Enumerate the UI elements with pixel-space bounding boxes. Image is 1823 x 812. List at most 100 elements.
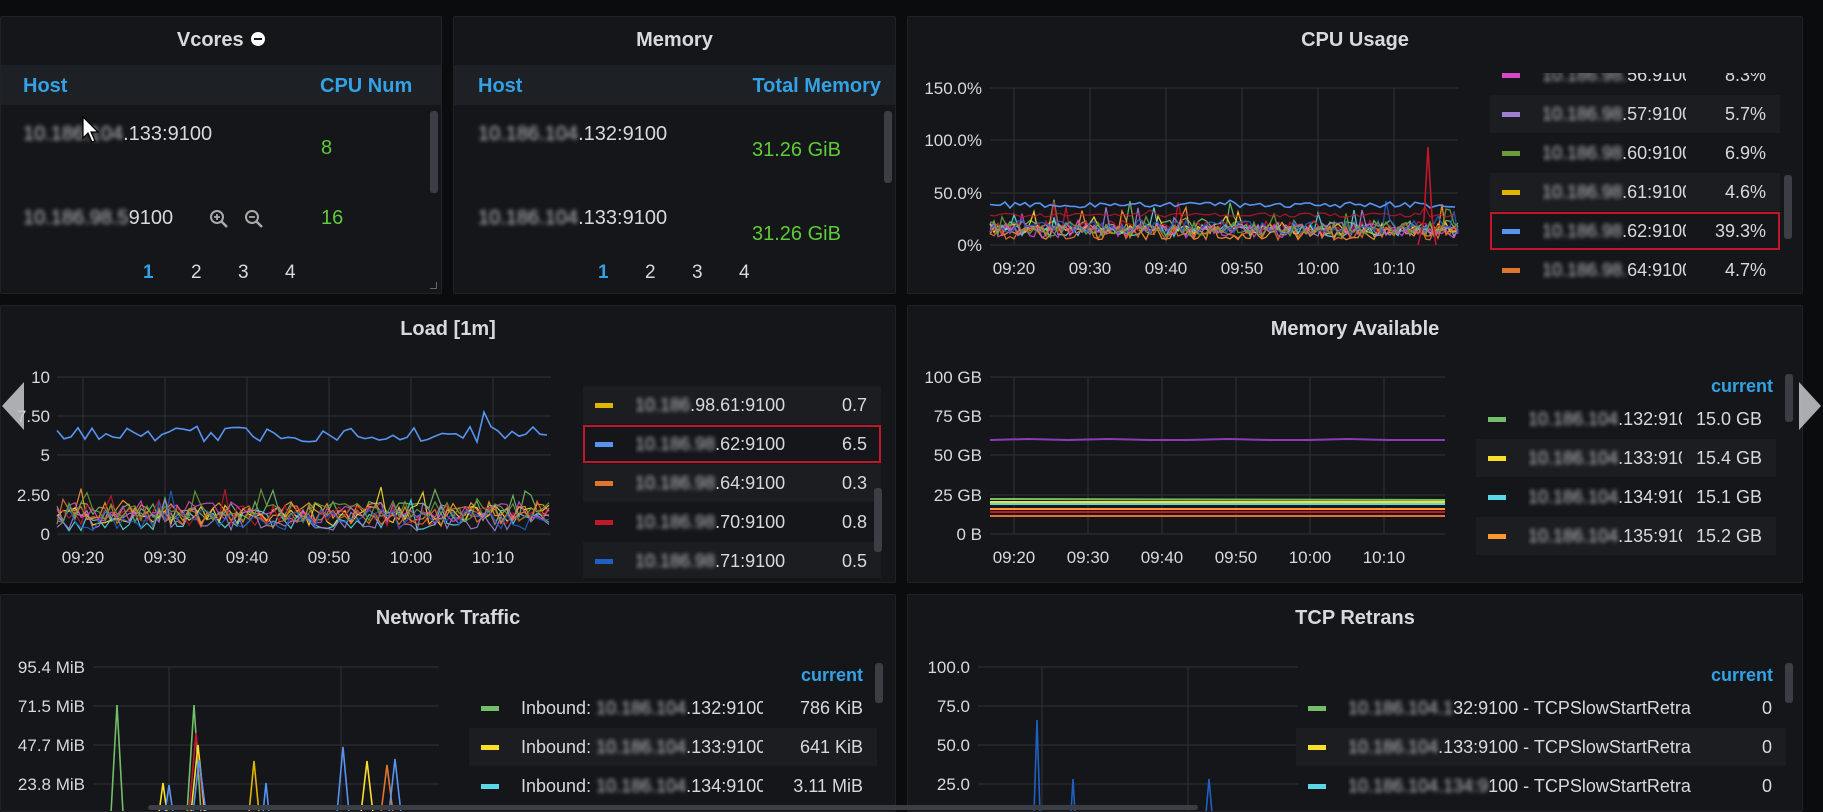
host-masked: 10.186.98 — [635, 433, 716, 454]
host-masked: 10.186.104 — [478, 123, 579, 145]
legend-item[interactable]: Inbound: 10.186.104.134:9100 3.11 MiB — [469, 767, 877, 805]
series-line — [360, 760, 374, 811]
page-link-2[interactable]: 2 — [191, 262, 202, 283]
y-tick-label: 25 GB — [934, 486, 982, 505]
column-header-cpu-num[interactable]: CPU Num — [320, 75, 413, 97]
legend-item[interactable]: 10.186.98.70:9100 0.8 — [583, 503, 881, 541]
network-traffic-graph[interactable]: 95.4 MiB 71.5 MiB 47.7 MiB 23.8 MiB — [1, 595, 451, 812]
series-line — [388, 758, 402, 811]
x-tick-label: 09:30 — [1069, 259, 1112, 278]
legend-scrollbar[interactable] — [875, 663, 883, 703]
legend-item[interactable]: 10.186.104.134:9100 15.1 GB — [1476, 478, 1776, 516]
resize-handle[interactable] — [430, 282, 437, 289]
legend-item[interactable]: 10.186.98.71:9100 0.5 — [583, 542, 881, 578]
legend-item-value: 6.9% — [1724, 142, 1766, 163]
legend-item[interactable]: 10.186.104.133:9100 15.4 GB — [1476, 439, 1776, 477]
panel-title[interactable]: CPU Usage — [1301, 29, 1409, 51]
legend-item[interactable]: 10.186.104.132:9100 15.0 GB — [1476, 400, 1776, 438]
legend-item[interactable]: 10.186.98.64:9100 4.7% — [1490, 251, 1780, 289]
panel-title[interactable]: Load [1m] — [400, 318, 496, 340]
legend-item-value: 0.8 — [841, 511, 867, 532]
y-tick-label: 50.0 — [937, 736, 970, 755]
series-line — [989, 498, 1446, 501]
page-link-4[interactable]: 4 — [285, 262, 296, 283]
column-header-total-memory[interactable]: Total Memory — [752, 75, 881, 97]
y-tick-label: 0% — [957, 236, 982, 255]
legend-item[interactable]: 10.186.104.132:9100 - TCPSlowStartRetran… — [1296, 689, 1786, 727]
legend-item[interactable]: 10.186.104.134:9100 - TCPSlowStartRetran… — [1296, 767, 1786, 805]
panel-title[interactable]: Memory Available — [1270, 318, 1440, 340]
page-link-2[interactable]: 2 — [645, 262, 656, 283]
cpu-usage-graph[interactable]: 150.0% 100.0% 50.0% 0% 09:20 09:30 09:40… — [908, 17, 1468, 294]
legend-scrollbar[interactable] — [1784, 175, 1792, 239]
legend-item-selected[interactable]: 10.186.98.62:9100 6.5 — [583, 425, 881, 463]
legend-item[interactable]: Inbound: 10.186.104.133:9100 641 KiB — [469, 728, 877, 766]
page-link-3[interactable]: 3 — [238, 262, 249, 283]
legend-item[interactable]: 10.186.104.133:9100 - TCPSlowStartRetran… — [1296, 728, 1786, 766]
legend-item-value: 0.5 — [841, 550, 867, 571]
host-cell: 9100 — [128, 207, 174, 229]
column-header-host[interactable]: Host — [23, 75, 68, 97]
legend-item[interactable]: 10.186.98.64:9100 0.3 — [583, 464, 881, 502]
page-link-3[interactable]: 3 — [692, 262, 703, 283]
panel-title[interactable]: Vcores — [1, 29, 441, 52]
legend-item-prefix: Inbound: — [521, 736, 597, 757]
page-link-4[interactable]: 4 — [739, 262, 750, 283]
series-line — [56, 490, 550, 532]
legend-item[interactable]: 10.186.98.61:9100 0.7 — [583, 386, 881, 424]
legend-item[interactable]: 10.186.98.61:9100 4.6% — [1490, 173, 1780, 211]
legend-scrollbar[interactable] — [1785, 663, 1793, 703]
legend-item-label: .61:9100 — [1622, 181, 1686, 202]
previous-dashboard-button[interactable] — [0, 378, 28, 434]
legend: 10.186.104.132:9100 - TCPSlowStartRetran… — [1296, 689, 1786, 811]
series-color-swatch — [1308, 783, 1326, 789]
host-masked: 10.186.104 — [1528, 525, 1619, 546]
legend-item-selected[interactable]: 10.186.98.62:9100 39.3% — [1490, 212, 1780, 250]
legend-item[interactable]: 10.186.104.135:9100 15.2 GB — [1476, 517, 1776, 555]
page-horizontal-scrollbar[interactable] — [148, 805, 1198, 810]
panel-title[interactable]: TCP Retrans — [1295, 607, 1415, 629]
host-masked: 10.186.98.5 — [23, 207, 129, 229]
legend-item-value: 39.3% — [1714, 220, 1766, 241]
legend-item-label: .133:9100 - TCPSlowStartRetrans — [1438, 736, 1692, 757]
x-tick-label: 09:50 — [1221, 259, 1264, 278]
x-tick-label: 10:00 — [390, 548, 433, 567]
page-link-1[interactable]: 1 — [143, 262, 154, 283]
tcp-retrans-panel: TCP Retrans 100.0 75.0 50.0 25.0 current… — [907, 594, 1803, 812]
legend-header-current[interactable]: current — [1711, 665, 1774, 685]
legend-item-label: 64:9100 — [1627, 259, 1686, 280]
legend-item[interactable]: 10.186.98.56:9100 8.3% — [1490, 73, 1780, 94]
memory-available-graph[interactable]: 100 GB 75 GB 50 GB 25 GB 0 B 09:20 09:30… — [908, 306, 1468, 583]
series-line — [1205, 778, 1213, 811]
legend-item-value: 641 KiB — [799, 736, 863, 757]
legend-item-label: 100 - TCPSlowStartRetrans — [1488, 775, 1692, 796]
load-graph[interactable]: 10 7.50 5 2.50 0 09:20 09:30 09:40 09:50… — [1, 306, 561, 583]
remove-icon[interactable] — [251, 31, 266, 46]
next-dashboard-button[interactable] — [1795, 378, 1823, 434]
column-header-host[interactable]: Host — [478, 75, 523, 97]
y-tick-label: 2.50 — [17, 486, 50, 505]
zoom-out-icon[interactable] — [244, 209, 264, 229]
legend-item-value: 3.11 MiB — [793, 775, 863, 796]
table-scrollbar[interactable] — [884, 111, 892, 183]
zoom-in-icon[interactable] — [209, 209, 229, 229]
legend-item[interactable]: 10.186.98.60:9100 6.9% — [1490, 134, 1780, 172]
panel-title[interactable]: Memory — [636, 29, 713, 51]
y-axis: 95.4 MiB 71.5 MiB 47.7 MiB 23.8 MiB — [18, 658, 85, 794]
legend-header-current[interactable]: current — [801, 665, 864, 685]
host-masked: 10.186.104 — [1528, 447, 1619, 468]
x-tick-label: 09:30 — [144, 548, 187, 567]
series-color-swatch — [595, 441, 613, 447]
panel-title[interactable]: Network Traffic — [375, 607, 521, 629]
series-line — [336, 746, 350, 811]
legend-scrollbar[interactable] — [874, 488, 882, 552]
table-scrollbar[interactable] — [430, 111, 438, 193]
host-masked: 10.186.104 — [596, 697, 687, 718]
legend-header-current[interactable]: current — [1711, 376, 1774, 396]
legend-scrollbar[interactable] — [1785, 374, 1793, 422]
legend-item[interactable]: Inbound: 10.186.104.132:9100 786 KiB — [469, 689, 877, 727]
page-link-1[interactable]: 1 — [598, 262, 609, 283]
legend-item[interactable]: 10.186.98.57:9100 5.7% — [1490, 95, 1780, 133]
tcp-retrans-graph[interactable]: 100.0 75.0 50.0 25.0 — [908, 595, 1308, 812]
y-tick-label: 100.0 — [927, 658, 970, 677]
